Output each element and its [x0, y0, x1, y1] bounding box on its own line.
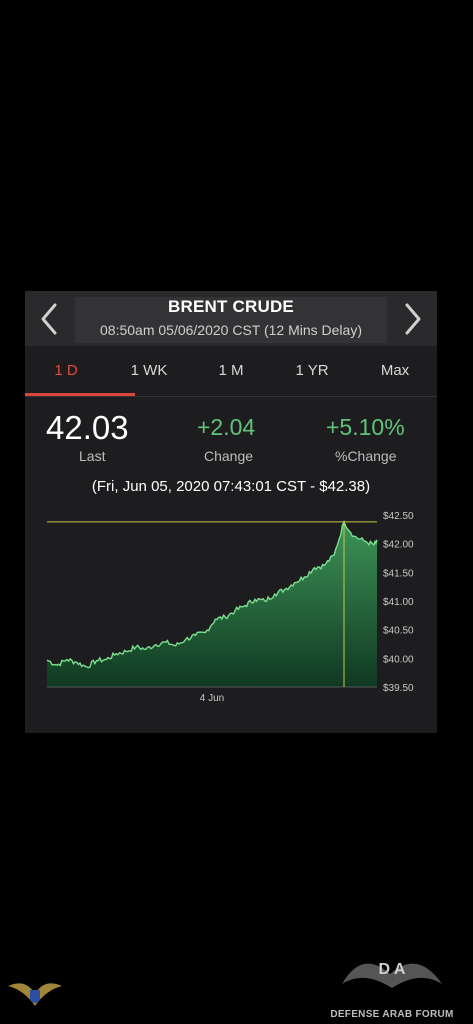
quote-timestamp: 08:50am 05/06/2020 CST (12 Mins Delay)	[100, 322, 362, 338]
price-area	[47, 521, 377, 687]
title-block: BRENT CRUDE 08:50am 05/06/2020 CST (12 M…	[75, 297, 387, 343]
last-price: 42.03	[46, 409, 129, 446]
percent-change-value: +5.10%	[326, 414, 405, 440]
y-tick-label: $40.50	[383, 626, 414, 637]
y-tick-label: $42.50	[383, 511, 414, 522]
shield-logo-icon	[6, 976, 64, 1016]
instrument-title: BRENT CRUDE	[168, 297, 294, 316]
tab-1m[interactable]: 1 M	[218, 362, 244, 379]
chevron-left-icon[interactable]	[33, 301, 67, 337]
tabs-divider	[25, 396, 437, 397]
y-tick-label: $41.00	[383, 597, 414, 608]
y-tick-label: $39.50	[383, 683, 414, 694]
tab-max[interactable]: Max	[380, 362, 410, 379]
change-value: +2.04	[197, 414, 256, 440]
price-line	[46, 520, 378, 669]
y-tick-label: $40.00	[383, 654, 414, 665]
watermark: D A DEFENSE ARAB FORUM	[317, 944, 467, 1020]
change-label: Change	[204, 448, 254, 464]
watermark-text: DEFENSE ARAB FORUM	[330, 1009, 454, 1020]
tab-1yr[interactable]: 1 YR	[295, 362, 329, 379]
crosshair-readout: (Fri, Jun 05, 2020 07:43:01 CST - $42.38…	[91, 478, 371, 495]
svg-text:D A: D A	[379, 961, 406, 978]
header-bar: BRENT CRUDE 08:50am 05/06/2020 CST (12 M…	[25, 291, 437, 346]
range-tabs: 1 D 1 WK 1 M 1 YR Max	[25, 353, 437, 397]
tab-1wk[interactable]: 1 WK	[130, 362, 168, 379]
x-tick-label: 4 Jun	[200, 693, 224, 704]
active-tab-indicator	[25, 393, 135, 396]
quote-widget: BRENT CRUDE 08:50am 05/06/2020 CST (12 M…	[25, 291, 437, 733]
tab-1d[interactable]: 1 D	[54, 362, 78, 379]
eagle-logo-icon: D A	[342, 961, 442, 988]
y-tick-label: $41.50	[383, 568, 414, 579]
last-label: Last	[79, 448, 106, 464]
price-chart[interactable]: $42.50 $42.00 $41.50 $41.00 $40.50 $40.00 $39.…	[25, 501, 437, 711]
percent-change-label: %Change	[335, 448, 397, 464]
y-tick-label: $42.00	[383, 540, 414, 551]
chevron-right-icon[interactable]	[395, 301, 429, 337]
